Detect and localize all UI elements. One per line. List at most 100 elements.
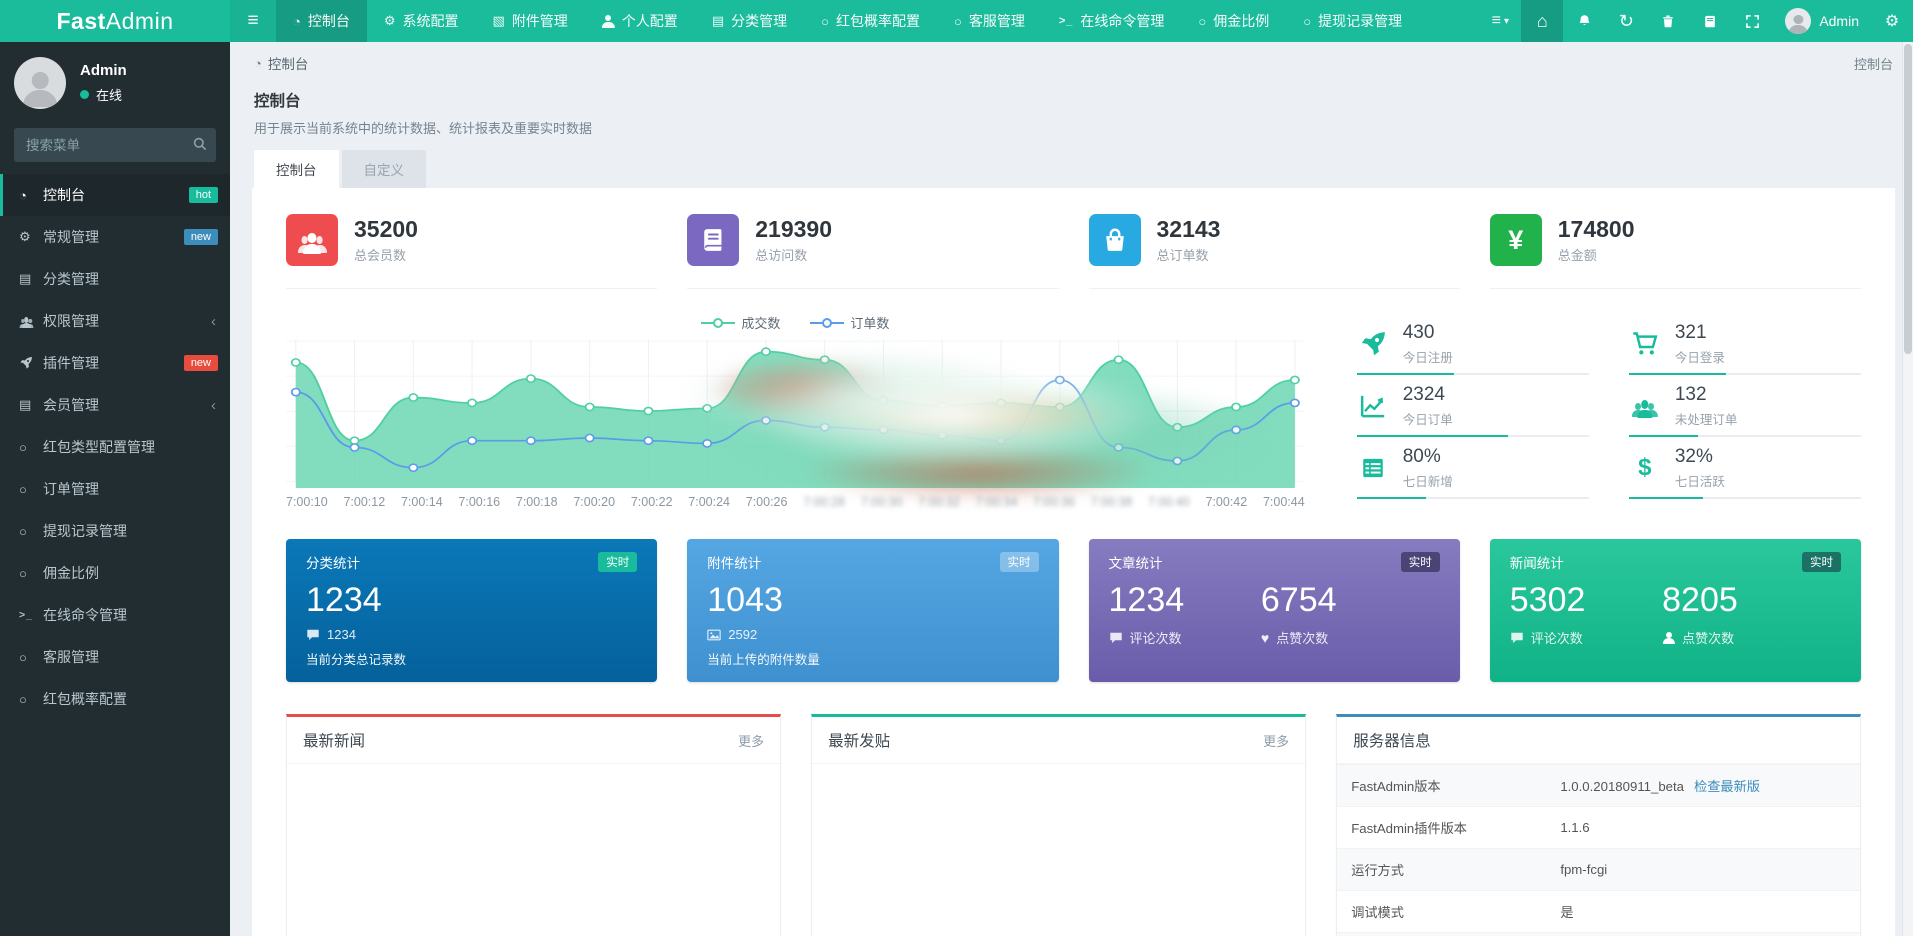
avatar (1785, 8, 1812, 34)
docs-button[interactable] (1689, 0, 1731, 42)
card-title: 文章统计 (1108, 556, 1163, 571)
tab-custom[interactable]: 自定义 (341, 150, 426, 188)
user-icon (1662, 631, 1675, 644)
hamburger-icon: ≡ (247, 10, 259, 31)
sidebar-toggle-button[interactable]: ≡ (230, 0, 276, 42)
comment-icon (1511, 632, 1523, 643)
sidebar: Admin 在线 ◔ 控制台 hot (0, 42, 230, 936)
page-title: 控制台 (254, 93, 301, 110)
legend-marker-icon (810, 317, 845, 328)
sidebar-item-redpacket-probability[interactable]: ○ 红包概率配置 (19, 691, 127, 707)
card-attachment-stats[interactable]: 附件统计 实时 1043 2592 当前上传的附件数量 (687, 539, 1059, 683)
circle-icon: ○ (19, 691, 27, 707)
breadcrumb-left[interactable]: 控制台 (267, 57, 309, 72)
terminal-icon: >_ (1058, 15, 1074, 27)
nav-list-dropdown-button[interactable]: ≡ ▾ (1479, 0, 1521, 42)
top-menu-online-command[interactable]: >_ 在线命令管理 (1058, 13, 1165, 29)
sidebar-item-dashboard[interactable]: ◔ 控制台 hot (0, 174, 230, 216)
sidebar-user-status: 在线 (80, 85, 127, 104)
x-axis-label: 7:00:28 (803, 495, 845, 509)
user-menu[interactable]: Admin (1773, 0, 1871, 42)
main-content: ◔ 控制台 控制台 控制台 用于展示当前系统中的统计数据、统计报表及重要实时数据… (230, 42, 1913, 936)
realtime-badge: 实时 (1400, 552, 1440, 572)
legend-item-orders[interactable]: 订单数 (810, 313, 889, 332)
x-axis-label: 7:00:22 (630, 495, 673, 509)
legend-item-deals[interactable]: 成交数 (701, 313, 780, 332)
top-menu-customer-service[interactable]: ○ 客服管理 (953, 13, 1025, 29)
x-axis-label: 7:00:10 (286, 495, 328, 509)
image-icon (707, 629, 721, 641)
check-latest-link[interactable]: 检查最新版 (1694, 779, 1760, 795)
list-icon: ▤ (711, 13, 725, 28)
sidebar-item-addons[interactable]: 插件管理 new (0, 342, 230, 384)
search-input[interactable] (14, 128, 216, 162)
x-axis-label: 7:00:40 (1148, 495, 1190, 509)
progress-fill (1628, 435, 1699, 437)
top-menu-system-config[interactable]: ⚙ 系统配置 (383, 13, 459, 29)
top-menu-dashboard[interactable]: ◔ 控制台 (276, 0, 367, 42)
book-icon (687, 214, 740, 266)
notifications-button[interactable] (1563, 0, 1605, 42)
realtime-badge: 实时 (999, 552, 1039, 572)
top-menu-redpacket-probability[interactable]: ○ 红包概率配置 (821, 13, 920, 29)
gear-icon: ⚙ (1884, 13, 1900, 30)
refresh-icon: ↻ (1618, 10, 1634, 31)
more-link[interactable]: 更多 (1263, 733, 1290, 749)
table-row: 环境信息 nginx/1.18.0 (1337, 932, 1860, 936)
top-menu-attachments[interactable]: ▧ 附件管理 (492, 13, 568, 29)
x-axis-label: 7:00:42 (1205, 495, 1248, 509)
rocket-icon (19, 356, 43, 370)
fullscreen-button[interactable] (1731, 0, 1773, 42)
brand-logo[interactable]: Fast Admin (0, 0, 230, 42)
top-menu-withdraw-records[interactable]: ○ 提现记录管理 (1303, 13, 1403, 29)
scrollbar-thumb[interactable] (1904, 44, 1912, 354)
sidebar-user-panel: Admin 在线 (0, 42, 230, 124)
user-icon (602, 15, 615, 28)
top-menu-commission[interactable]: ○ 佣金比例 (1198, 13, 1270, 29)
stat-cards-row: 35200 总会员数 219390 总访问数 (286, 214, 1861, 289)
top-menu-profile[interactable]: 个人配置 (585, 0, 695, 42)
search-button[interactable] (192, 136, 208, 152)
circle-icon: ○ (19, 649, 27, 665)
settings-button[interactable]: ⚙ (1871, 0, 1913, 42)
tab-dashboard[interactable]: 控制台 (254, 150, 339, 188)
users-icon (286, 214, 338, 266)
sidebar-item-members[interactable]: ▤ 会员管理 ‹ (19, 396, 216, 414)
latest-news-panel: 最新新闻 更多 (286, 714, 782, 936)
new-badge: new (183, 354, 218, 372)
sidebar-item-auth[interactable]: 权限管理 ‹ (0, 300, 230, 342)
sidebar-item-commission[interactable]: ○ 佣金比例 (19, 565, 99, 581)
avatar[interactable] (14, 57, 66, 109)
more-link[interactable]: 更多 (738, 733, 765, 749)
x-axis-label: 7:00:16 (458, 495, 501, 509)
sidebar-item-orders[interactable]: ○ 订单管理 (19, 481, 99, 497)
gears-icon: ⚙ (19, 229, 31, 244)
sidebar-item-redpacket-type[interactable]: ○ 红包类型配置管理 (19, 439, 155, 455)
card-article-stats[interactable]: 文章统计 实时 1234 评论次数 (1088, 539, 1460, 683)
sidebar-item-customer-service[interactable]: ○ 客服管理 (19, 649, 99, 665)
home-button[interactable]: ⌂ (1521, 0, 1564, 42)
sidebar-item-general[interactable]: ⚙ 常规管理 new (0, 216, 230, 258)
terminal-icon: >_ (19, 609, 33, 621)
card-title: 附件统计 (707, 556, 762, 571)
stat-total-orders: 32143 总订单数 (1088, 214, 1460, 289)
sidebar-item-withdraw-records[interactable]: ○ 提现记录管理 (19, 523, 127, 539)
brand-admin: Admin (105, 7, 174, 34)
clear-cache-button[interactable] (1647, 0, 1689, 42)
mini-stat-week-growth: 80% 七日新增 (1356, 437, 1589, 499)
vertical-scrollbar[interactable] (1902, 42, 1913, 936)
dashboard-tabs: 控制台 自定义 (252, 150, 1895, 188)
refresh-button[interactable]: ↻ (1605, 0, 1647, 42)
stat-total-visits: 219390 总访问数 (687, 214, 1059, 289)
sidebar-item-category[interactable]: ▤ 分类管理 (19, 271, 99, 287)
top-menu-category[interactable]: ▤ 分类管理 (711, 13, 788, 29)
card-category-stats[interactable]: 分类统计 实时 1234 1234 当前分类总记录数 (286, 539, 658, 683)
latest-news-body (287, 764, 780, 856)
card-news-stats[interactable]: 新闻统计 实时 5302 评论次数 (1489, 539, 1861, 683)
book-icon (1705, 15, 1716, 27)
circle-icon: ○ (19, 439, 27, 455)
circle-icon: ○ (1303, 13, 1312, 29)
list-icon: ▤ (19, 397, 32, 412)
progress-fill (1356, 373, 1455, 375)
sidebar-item-online-command[interactable]: >_ 在线命令管理 (19, 607, 127, 623)
